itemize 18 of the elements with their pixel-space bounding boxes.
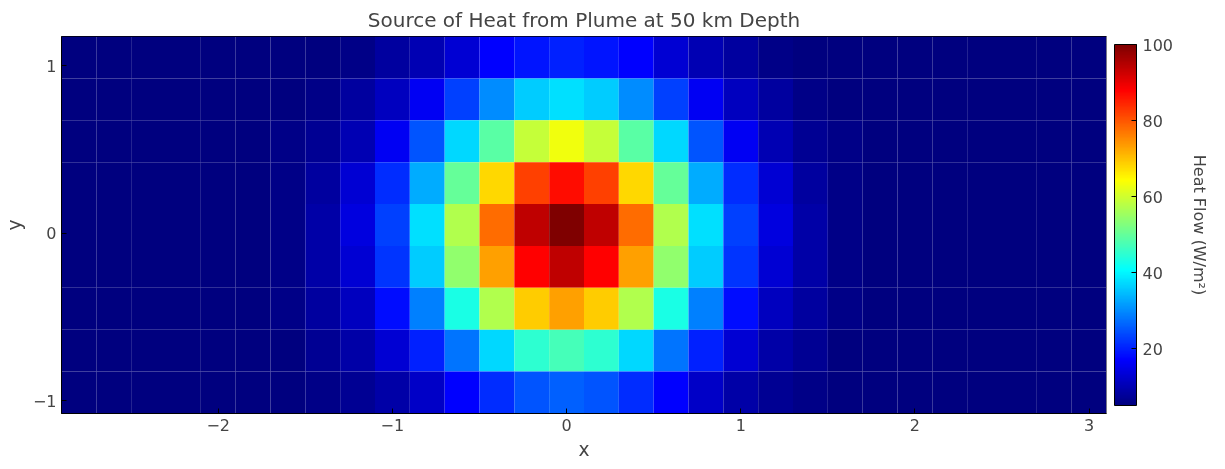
y-axis-title: y bbox=[3, 219, 25, 231]
y-tick-label: −1 bbox=[32, 391, 57, 411]
color-bar-label: 20 bbox=[1142, 339, 1163, 359]
x-axis-title: x bbox=[578, 438, 590, 460]
x-tick-label: 3 bbox=[1083, 415, 1095, 435]
color-bar-label: 80 bbox=[1142, 111, 1163, 131]
x-tick-label: −2 bbox=[206, 415, 231, 435]
color-bar-label: 60 bbox=[1142, 187, 1163, 207]
color-bar-title: Heat Flow (W/m²) bbox=[1189, 154, 1209, 296]
y-tick-label: 1 bbox=[46, 56, 57, 76]
chart-title: Source of Heat from Plume at 50 km Depth bbox=[367, 7, 801, 32]
x-tick-label: 1 bbox=[735, 415, 746, 435]
x-tick-label: 0 bbox=[561, 415, 572, 435]
color-bar-label: 100 bbox=[1142, 35, 1174, 55]
y-tick-label: 0 bbox=[46, 224, 57, 244]
x-tick-label: −1 bbox=[380, 415, 405, 435]
color-bar-label: 40 bbox=[1142, 263, 1163, 283]
x-tick-label: 2 bbox=[909, 415, 921, 435]
